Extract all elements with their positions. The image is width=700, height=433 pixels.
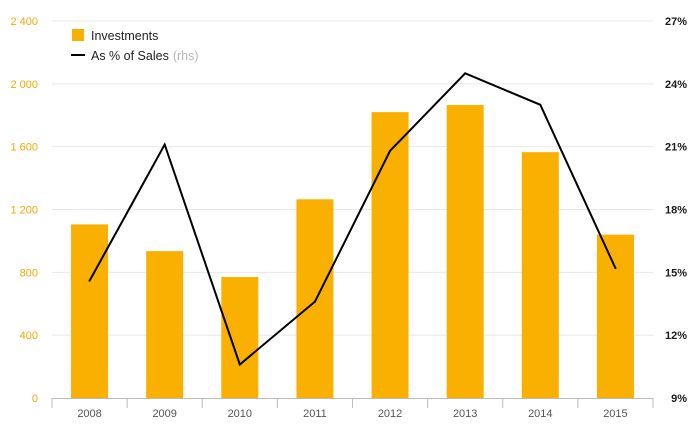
x-tick-label: 2010 [228,408,252,420]
y-left-tick-label: 1 200 [10,205,38,217]
legend-label-investments: Investments [91,29,158,43]
y-left-tick-label: 2 400 [10,16,38,28]
bar [371,112,409,398]
x-tick-label: 2011 [303,408,327,420]
y-left-tick-label: 400 [20,330,38,342]
line-point [389,149,392,152]
legend-label-pct-of-sales: As % of Sales (rhs) [91,49,199,63]
y-right-tick-label: 24% [665,79,687,91]
x-tick-label: 2013 [453,408,477,420]
y-left-tick-label: 0 [32,393,38,405]
line-series-pct-of-sales [88,72,617,367]
y-left-tick-label: 800 [20,267,38,279]
legend-label-rhs-suffix: (rhs) [173,49,199,63]
line-point [163,143,166,146]
bar [71,224,109,398]
y-left-tick-label: 1 600 [10,142,38,154]
legend: Investments As % of Sales (rhs) [71,29,199,63]
x-tick-label: 2009 [152,408,176,420]
y-right-tick-label: 18% [665,205,687,217]
y-right-tick-label: 21% [665,142,687,154]
legend-swatch-investments [72,29,84,41]
x-tick-label: 2012 [378,408,402,420]
axes: 0 400 800 1 200 1 600 2 000 2 400 9% 12% 15% 18% 21… [10,16,687,420]
x-tick-label: 2008 [77,408,101,420]
bar [296,199,334,398]
x-tick-label: 2014 [528,408,552,420]
legend-label-pct-of-sales-text: As % of Sales [91,49,169,63]
y-left-tick-label: 2 000 [10,79,38,91]
bar [221,277,259,398]
y-right-tick-label: 27% [665,16,687,28]
line-point [464,72,467,75]
bar [596,234,634,398]
y-right-tick-label: 15% [665,267,687,279]
bar [446,105,484,398]
line-point [614,267,617,270]
bar [521,152,559,398]
line-point [88,279,91,282]
bar-series-investments [71,105,634,398]
gridlines [52,20,653,336]
bar [146,251,184,398]
line-point [238,363,241,366]
line-point [539,103,542,106]
x-tick-label: 2015 [603,408,627,420]
line-point [313,300,316,303]
y-right-tick-label: 12% [665,330,687,342]
y-right-tick-label: 9% [671,393,687,405]
line-path [88,72,617,367]
